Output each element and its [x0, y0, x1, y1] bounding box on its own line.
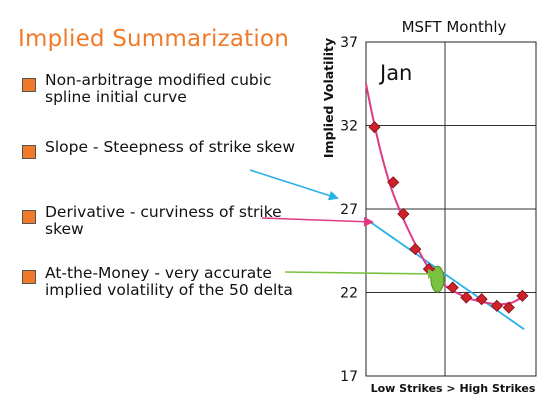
plot-frame [365, 41, 537, 377]
y-tick-label: 32 [340, 119, 358, 135]
data-point [516, 289, 529, 302]
data-point [446, 281, 459, 294]
data-point [409, 243, 422, 256]
chart-grid [366, 42, 536, 376]
y-tick-label: 17 [340, 369, 358, 385]
y-tick-label: 37 [340, 35, 358, 51]
data-point [460, 291, 473, 304]
y-tick-labels: 17 22 27 32 37 [340, 35, 358, 385]
bullet-text-slope: Slope - Steepness of strike skew [45, 138, 296, 156]
bullet-square-3 [22, 210, 36, 224]
bullet-text-derivative: Derivative - curviness of strike skew [45, 203, 282, 238]
y-tick-label: 27 [340, 202, 358, 218]
chart-title: MSFT Monthly [402, 18, 507, 36]
slide-title: Implied Summarization [18, 26, 289, 52]
month-annotation: Jan [378, 61, 412, 85]
data-point [490, 299, 503, 312]
derivative-callout-arrow [261, 216, 374, 227]
y-tick-label: 22 [340, 286, 358, 302]
bullet-square-4 [22, 270, 36, 284]
data-point [475, 293, 488, 306]
bullet-text-spline: Non-arbitrage modified cubic spline init… [45, 71, 272, 106]
y-axis-label: Implied Volatility [321, 38, 336, 158]
data-point [397, 207, 410, 221]
slope-callout-arrow [249, 169, 339, 201]
atm-callout-arrow [284, 268, 438, 279]
data-point [502, 301, 515, 314]
x-axis-label: Low Strikes > High Strikes [371, 382, 536, 395]
data-point [368, 121, 381, 134]
bullet-square-2 [22, 145, 36, 159]
bullet-square-1 [22, 78, 36, 92]
bullet-text-atm: At-the-Money - very accurate implied vol… [45, 264, 293, 299]
data-point [387, 176, 400, 189]
